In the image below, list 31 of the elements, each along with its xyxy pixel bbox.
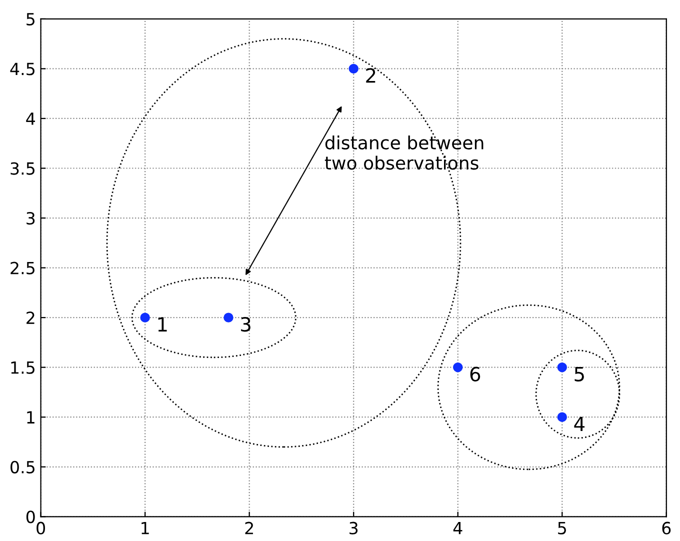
annotation: distance between two observations (324, 136, 484, 170)
x-tick-label: 2 (245, 522, 253, 534)
y-tick-label: 4.5 (10, 62, 34, 76)
y-tick-label: 4 (26, 112, 36, 125)
annotation: 3 (241, 317, 250, 332)
point (348, 64, 358, 74)
y-tick-label: 1.5 (11, 362, 34, 374)
y-tick-label: 3 (26, 212, 35, 225)
y-tick-label: 3.5 (10, 162, 34, 175)
x-tick-label: 4 (453, 522, 462, 534)
y-tick-label: 2.5 (10, 262, 34, 274)
y-tick-label: 2 (26, 312, 34, 324)
annotation: 2 (366, 68, 376, 83)
x-tick-label: 1 (142, 522, 149, 534)
x-tick-label: 3 (350, 522, 358, 534)
y-tick-label: 5 (26, 13, 34, 26)
point (557, 362, 567, 372)
point (140, 312, 150, 322)
y-tick-label: 0 (26, 510, 35, 524)
y-tick-label: 0.5 (10, 460, 34, 474)
annotation: 5 (574, 367, 584, 382)
annotation: 1 (158, 317, 167, 332)
point (557, 412, 567, 422)
x-tick-label: 6 (662, 522, 671, 534)
point (453, 362, 463, 372)
point (224, 312, 234, 322)
annotation: 4 (574, 416, 585, 431)
y-tick-label: 1 (27, 411, 34, 424)
x-tick-label: 0 (36, 522, 45, 534)
annotation: 6 (470, 366, 480, 382)
x-tick-label: 5 (558, 522, 566, 534)
